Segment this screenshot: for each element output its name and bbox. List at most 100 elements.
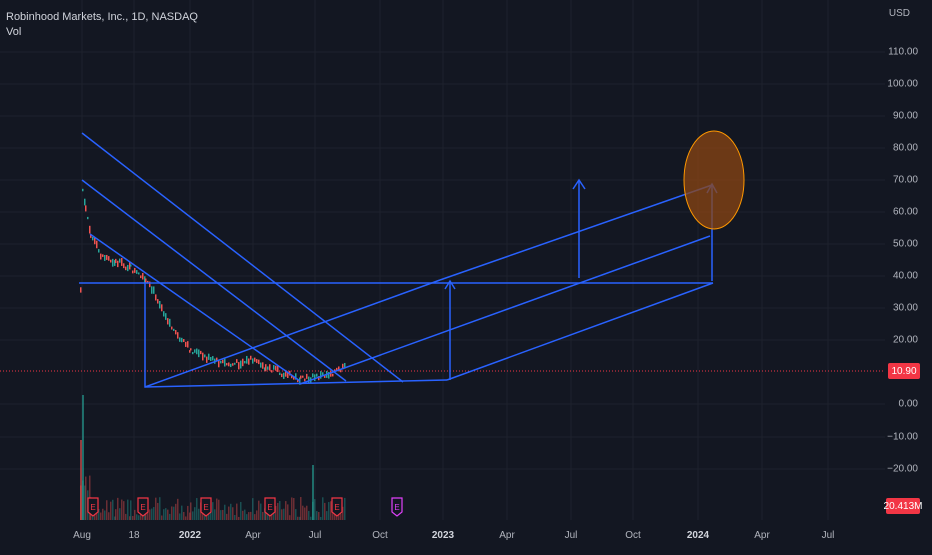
candle	[198, 349, 200, 358]
candle	[144, 276, 146, 284]
volume-bar	[185, 516, 187, 520]
volume-bar	[198, 508, 200, 520]
candle	[98, 249, 100, 253]
candle	[106, 254, 108, 260]
candle	[208, 353, 210, 360]
volume-bar	[291, 497, 293, 520]
volume-bar	[196, 498, 198, 520]
price-tick-label: 60.00	[892, 206, 918, 218]
candle	[169, 318, 171, 327]
volume-bar	[258, 500, 260, 520]
price-tick-label: 80.00	[892, 142, 918, 154]
candle	[153, 286, 155, 294]
volume-bar	[281, 509, 283, 520]
volume-bar	[300, 497, 302, 520]
volume-bar	[338, 514, 340, 520]
volume-bar	[153, 507, 155, 520]
candle	[189, 350, 191, 353]
svg-text:E: E	[203, 503, 208, 512]
arrow-2-head	[572, 178, 586, 190]
volume-bar	[177, 498, 179, 520]
volume-bar	[194, 507, 196, 520]
volume-bar	[271, 511, 273, 520]
candle	[110, 259, 112, 263]
candle	[87, 216, 89, 220]
candle	[312, 373, 314, 378]
candle	[204, 354, 206, 358]
volume-bar	[273, 510, 275, 520]
chart-legend: Robinhood Markets, Inc., 1D, NASDAQ Vol	[6, 10, 198, 40]
volume-bar	[238, 516, 240, 520]
volume-bar	[322, 497, 324, 520]
volume-bar	[226, 513, 228, 520]
volume-bar	[304, 507, 306, 520]
candle	[234, 362, 236, 365]
candle	[273, 365, 275, 370]
candle	[275, 365, 277, 371]
candle	[130, 264, 132, 267]
volume-bar	[342, 506, 344, 520]
earnings-marker: E	[331, 497, 343, 517]
volume-bar	[260, 503, 262, 520]
candle	[138, 272, 140, 275]
candle	[218, 359, 220, 368]
volume-bar	[129, 516, 131, 520]
volume-bar	[119, 508, 121, 520]
volume-bar	[240, 501, 242, 520]
candle	[264, 367, 266, 371]
volume-bar	[163, 509, 165, 520]
candle	[100, 253, 102, 260]
svg-text:E: E	[394, 503, 399, 512]
volume-bar	[218, 499, 220, 520]
candle	[147, 280, 149, 284]
candle	[228, 362, 230, 367]
volume-bar	[279, 501, 281, 520]
candle	[269, 364, 271, 371]
svg-text:E: E	[90, 503, 95, 512]
svg-text:E: E	[140, 503, 145, 512]
time-tick-label: Apr	[754, 530, 770, 541]
candle	[338, 366, 340, 372]
volume-bar	[134, 509, 136, 520]
volume-label: Vol	[6, 26, 22, 38]
volume-bar	[84, 485, 86, 520]
time-tick-label: 18	[128, 530, 140, 541]
volume-bar	[328, 502, 330, 520]
candle	[248, 358, 250, 365]
volume-bar	[246, 514, 248, 520]
candle	[302, 375, 304, 378]
candle	[108, 256, 110, 261]
trendline-2	[81, 179, 347, 382]
target-ellipse[interactable]	[683, 130, 745, 230]
candle	[242, 358, 244, 367]
volume-bar	[183, 511, 185, 520]
candle	[265, 364, 267, 372]
volume-bar	[262, 511, 264, 520]
candle	[90, 234, 92, 238]
volume-bar	[85, 476, 87, 520]
volume-bar	[187, 505, 189, 520]
candle	[304, 378, 306, 382]
time-tick-label: 2022	[178, 530, 202, 541]
volume-bar	[254, 514, 256, 520]
volume-bar	[100, 512, 102, 520]
candle	[115, 258, 117, 264]
time-tick-label: Apr	[245, 530, 261, 541]
volume-bar	[310, 516, 312, 520]
price-tick-label: 90.00	[892, 110, 918, 122]
candle	[277, 365, 279, 373]
volume-bar	[316, 511, 318, 520]
candle	[250, 355, 252, 360]
channel-up-3	[446, 282, 714, 381]
time-tick-label: Jul	[821, 530, 835, 541]
candle	[187, 341, 189, 348]
candle	[136, 270, 138, 274]
trend-drawings[interactable]	[79, 132, 718, 388]
earnings-marker: E	[391, 497, 403, 517]
volume-bar	[102, 508, 104, 520]
earnings-marker: E	[87, 497, 99, 517]
candle	[330, 371, 332, 377]
